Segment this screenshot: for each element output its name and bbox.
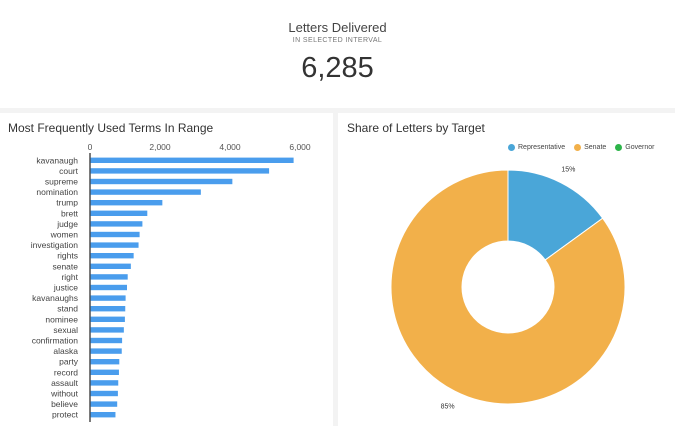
term-bar[interactable]	[90, 263, 131, 269]
legend-label: Senate	[584, 144, 607, 151]
legend-swatch	[574, 144, 582, 151]
term-label: right	[61, 272, 78, 282]
term-label: alaska	[53, 346, 78, 356]
term-label: justice	[53, 283, 78, 293]
term-label: kavanaughs	[32, 293, 78, 303]
term-label: confirmation	[32, 336, 79, 346]
term-label: investigation	[31, 240, 79, 250]
legend-swatch	[508, 144, 515, 151]
x-tick-label: 4,000	[219, 142, 241, 152]
term-label: senate	[52, 261, 78, 271]
term-bar[interactable]	[90, 178, 233, 185]
term-bar[interactable]	[90, 348, 122, 354]
term-bar[interactable]	[90, 369, 119, 375]
term-label: judge	[56, 219, 78, 229]
slice-value-label: 85%	[441, 404, 455, 411]
term-bar[interactable]	[90, 359, 120, 365]
term-label: assault	[51, 378, 79, 388]
term-bar[interactable]	[90, 242, 139, 248]
terms-chart-panel: Most Frequently Used Terms In Range 0 2,0…	[0, 113, 333, 426]
target-chart-title: Share of Letters by Target	[347, 121, 485, 135]
slice-value-label: 15%	[561, 166, 575, 173]
term-label: trump	[56, 198, 78, 208]
term-label: stand	[57, 304, 78, 314]
term-bar[interactable]	[90, 295, 126, 301]
term-label: kavanaugh	[36, 155, 78, 165]
kpi-value: 6,285	[301, 52, 374, 84]
term-bar[interactable]	[90, 284, 127, 291]
term-label: brett	[61, 208, 79, 218]
target-donut-chart: 15% 85%	[390, 166, 626, 411]
term-bar[interactable]	[90, 189, 201, 195]
term-bar[interactable]	[90, 412, 116, 418]
term-bar[interactable]	[90, 380, 119, 386]
term-bar[interactable]	[90, 337, 123, 344]
term-bar[interactable]	[90, 306, 126, 312]
term-label: without	[50, 389, 79, 399]
legend-item-governor[interactable]: Governor	[615, 144, 654, 151]
target-chart-legend: Representative Senate Governor	[508, 144, 654, 151]
term-bar[interactable]	[90, 401, 118, 407]
legend-label: Governor	[625, 144, 655, 151]
term-bar[interactable]	[90, 390, 118, 397]
target-chart-panel: Share of Letters by Target Representativ…	[338, 113, 675, 426]
legend-label: Representative	[518, 144, 566, 151]
legend-item-representative[interactable]: Representative	[508, 144, 565, 151]
term-bar[interactable]	[90, 253, 134, 259]
term-bar[interactable]	[90, 200, 163, 206]
x-tick-label: 2,000	[149, 142, 171, 152]
x-tick-label: 0	[88, 142, 93, 152]
term-label: nominee	[45, 314, 78, 324]
term-label: rights	[57, 251, 78, 261]
term-bar[interactable]	[90, 168, 270, 174]
term-label: party	[59, 357, 79, 367]
term-bar[interactable]	[90, 210, 148, 216]
term-bar[interactable]	[90, 316, 125, 322]
term-bar[interactable]	[90, 231, 140, 238]
term-label: court	[59, 166, 79, 176]
terms-bar-chart: 0 2,000 4,000 6,000kavanaughcourtsupremenom…	[31, 142, 311, 422]
term-label: record	[54, 367, 78, 377]
legend-swatch	[615, 144, 623, 151]
donut-slice-senate[interactable]	[390, 169, 626, 405]
term-label: sexual	[53, 325, 78, 335]
terms-chart-title: Most Frequently Used Terms In Range	[8, 121, 214, 135]
term-bar[interactable]	[90, 221, 143, 227]
term-label: nomination	[36, 187, 78, 197]
term-bar[interactable]	[90, 274, 128, 280]
term-bar[interactable]	[90, 327, 124, 333]
kpi-subtitle: IN SELECTED INTERVAL	[292, 37, 383, 44]
x-tick-label: 6,000	[289, 142, 311, 152]
term-bar[interactable]	[90, 157, 294, 163]
donut-slice-representative[interactable]	[507, 169, 604, 261]
legend-item-senate[interactable]: Senate	[574, 144, 606, 151]
term-label: women	[50, 230, 79, 240]
term-label: believe	[51, 399, 78, 409]
kpi-title: Letters Delivered	[288, 20, 387, 35]
term-label: protect	[52, 410, 79, 420]
term-label: supreme	[45, 177, 78, 187]
kpi-card: Letters Delivered IN SELECTED INTERVAL 6…	[0, 0, 675, 108]
